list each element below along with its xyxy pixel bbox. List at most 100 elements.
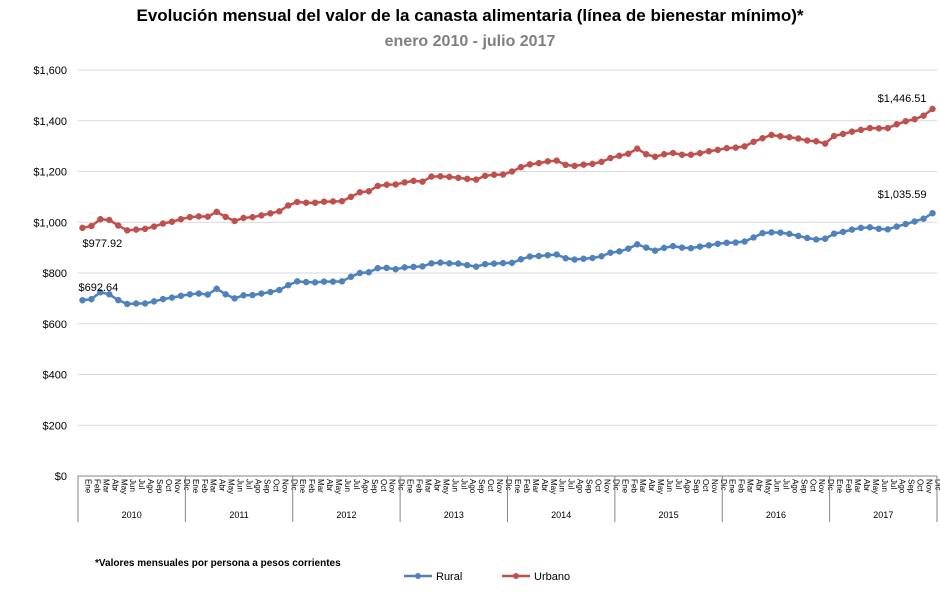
year-tick-label: 2015 [659, 510, 679, 520]
month-tick-label: Feb [522, 479, 531, 493]
data-point-rural [106, 291, 113, 298]
data-point-urbano [812, 138, 820, 145]
data-point-urbano [625, 150, 632, 157]
month-tick-label: Mar [316, 479, 325, 493]
month-tick-label: Ago [576, 479, 585, 494]
data-point-urbano [231, 217, 238, 225]
data-point-rural [267, 288, 274, 296]
legend-label-rural: Rural [436, 571, 462, 583]
year-tick-label: 2016 [766, 510, 786, 520]
data-point-urbano [347, 193, 355, 201]
data-point-rural [150, 298, 158, 305]
month-tick-label: Ago [146, 479, 155, 494]
year-tick-label: 2012 [336, 510, 356, 520]
month-tick-label: Jun [236, 479, 245, 492]
month-tick-label: May [871, 479, 880, 494]
month-tick-label: Oct [594, 479, 603, 492]
data-point-urbano [759, 135, 766, 142]
y-tick-label: $600 [43, 319, 67, 331]
month-tick-label: Ene [513, 479, 522, 494]
data-point-rural [902, 220, 909, 228]
footnote: *Valores mensuales por persona a pesos c… [95, 558, 341, 569]
data-label-rural-start: $692.64 [78, 282, 118, 294]
y-tick-label: $1,000 [33, 217, 67, 229]
month-tick-label: Jun [558, 479, 567, 492]
data-point-urbano [293, 198, 301, 206]
month-tick-label: Jul [459, 479, 468, 489]
month-tick-label: May [764, 479, 773, 494]
month-tick-label: Sep [370, 479, 379, 494]
data-point-rural [830, 230, 838, 237]
data-labels: $692.64 $977.92 $1,035.59 $1,446.51 [78, 93, 926, 294]
data-point-urbano [795, 135, 802, 142]
data-point-rural [231, 295, 238, 302]
month-tick-label: Ago [790, 479, 799, 494]
data-point-urbano [159, 220, 167, 227]
data-point-urbano [642, 150, 650, 158]
y-tick-label: $400 [43, 370, 67, 382]
data-point-urbano [320, 198, 328, 205]
data-point-urbano [499, 171, 507, 178]
data-point-rural [526, 253, 534, 260]
month-tick-label: Ago [253, 479, 262, 494]
month-tick-label: Sep [692, 479, 701, 494]
data-point-urbano [589, 160, 596, 168]
data-point-rural [750, 234, 757, 241]
data-point-rural [320, 278, 328, 285]
data-point-rural [276, 286, 283, 294]
year-tick-label: 2014 [551, 510, 571, 520]
month-tick-label: May [656, 479, 665, 494]
data-point-rural [437, 259, 444, 266]
data-point-urbano [106, 216, 113, 224]
month-tick-label: Dic [289, 479, 298, 491]
data-point-urbano [732, 144, 739, 151]
month-tick-label: Jul [137, 479, 146, 489]
data-point-rural [777, 229, 784, 236]
month-tick-label: Mar [101, 479, 110, 493]
data-point-rural [168, 294, 176, 301]
data-point-rural [535, 252, 543, 260]
data-point-urbano [598, 158, 605, 166]
data-point-urbano [338, 197, 346, 205]
data-point-rural [920, 215, 927, 222]
data-point-urbano [875, 125, 883, 132]
month-tick-label: Jul [889, 479, 898, 489]
data-point-urbano [195, 213, 203, 220]
data-point-urbano [419, 178, 426, 185]
data-point-urbano [651, 153, 659, 161]
month-tick-label: Oct [808, 479, 817, 492]
month-tick-label: Nov [173, 479, 182, 493]
data-point-urbano [356, 189, 364, 196]
month-tick-label: Mar [423, 479, 432, 493]
month-tick-label: Nov [602, 479, 611, 493]
data-point-rural [607, 249, 614, 256]
data-point-urbano [374, 182, 382, 190]
month-tick-label: Oct [486, 479, 495, 492]
data-point-rural [240, 292, 247, 299]
data-point-urbano [123, 227, 131, 234]
plot-area [79, 105, 936, 308]
month-tick-label: Feb [844, 479, 853, 493]
data-point-urbano [79, 224, 86, 232]
data-point-rural [562, 255, 569, 262]
data-point-urbano [580, 161, 587, 168]
month-tick-label: Nov [925, 479, 934, 493]
data-point-urbano [267, 210, 274, 217]
data-point-urbano [383, 181, 390, 188]
data-point-rural [365, 268, 373, 276]
data-point-rural [88, 295, 95, 303]
data-point-rural [141, 300, 149, 307]
data-point-rural [186, 291, 194, 298]
month-tick-label: Ene [406, 479, 415, 494]
data-point-rural [311, 279, 319, 286]
month-tick-label: Feb [415, 479, 424, 493]
data-point-urbano [902, 118, 909, 125]
data-point-urbano [213, 208, 220, 216]
data-point-rural [911, 218, 918, 225]
data-point-rural [660, 244, 668, 252]
data-point-urbano [535, 159, 543, 167]
chart-title: Evolución mensual del valor de la canast… [136, 6, 804, 25]
data-point-urbano [490, 171, 498, 179]
data-point-rural [463, 261, 471, 269]
